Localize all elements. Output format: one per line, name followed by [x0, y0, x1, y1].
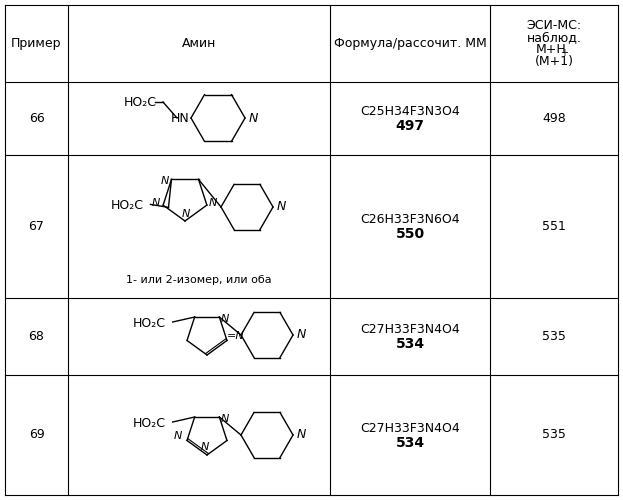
Text: 534: 534 — [396, 436, 424, 450]
Text: 66: 66 — [29, 112, 44, 125]
Text: HN: HN — [171, 112, 189, 126]
Text: 498: 498 — [542, 112, 566, 125]
Text: HO₂C: HO₂C — [133, 416, 166, 430]
Text: N: N — [297, 428, 306, 442]
Text: N: N — [201, 442, 209, 452]
Text: Пример: Пример — [11, 37, 62, 50]
Text: N: N — [221, 314, 229, 324]
Text: HO₂C: HO₂C — [133, 316, 166, 330]
Text: N: N — [152, 198, 160, 208]
Text: N: N — [249, 112, 258, 124]
Text: 535: 535 — [542, 330, 566, 343]
Text: 1- или 2-изомер, или оба: 1- или 2-изомер, или оба — [126, 275, 272, 285]
Text: C26H33F3N6O4: C26H33F3N6O4 — [360, 213, 460, 226]
Text: Амин: Амин — [182, 37, 216, 50]
Text: 68: 68 — [29, 330, 44, 343]
Text: 550: 550 — [396, 228, 424, 241]
Text: =N: =N — [227, 332, 245, 342]
Text: N: N — [221, 414, 229, 424]
Text: M+H: M+H — [536, 43, 566, 56]
Text: 497: 497 — [396, 120, 424, 134]
Text: HO₂C: HO₂C — [111, 199, 144, 212]
Text: N: N — [182, 209, 190, 219]
Text: (M+1): (M+1) — [535, 55, 574, 68]
Text: N: N — [174, 432, 182, 442]
Text: 69: 69 — [29, 428, 44, 442]
Text: 67: 67 — [29, 220, 44, 233]
Text: C25H34F3N3O4: C25H34F3N3O4 — [360, 105, 460, 118]
Text: 535: 535 — [542, 428, 566, 442]
Text: N: N — [297, 328, 306, 342]
Text: Формула/рассочит. ММ: Формула/рассочит. ММ — [334, 37, 487, 50]
Text: C27H33F3N4O4: C27H33F3N4O4 — [360, 323, 460, 336]
Text: C27H33F3N4O4: C27H33F3N4O4 — [360, 422, 460, 434]
Text: N: N — [209, 198, 217, 208]
Text: ЭСИ-МС:: ЭСИ-МС: — [526, 19, 581, 32]
Text: 534: 534 — [396, 338, 424, 351]
Text: N: N — [277, 200, 286, 213]
Text: +: + — [560, 48, 568, 58]
Text: N: N — [160, 176, 169, 186]
Text: HO₂C: HO₂C — [123, 96, 156, 110]
Text: наблюд.: наблюд. — [526, 31, 581, 44]
Text: 551: 551 — [542, 220, 566, 233]
